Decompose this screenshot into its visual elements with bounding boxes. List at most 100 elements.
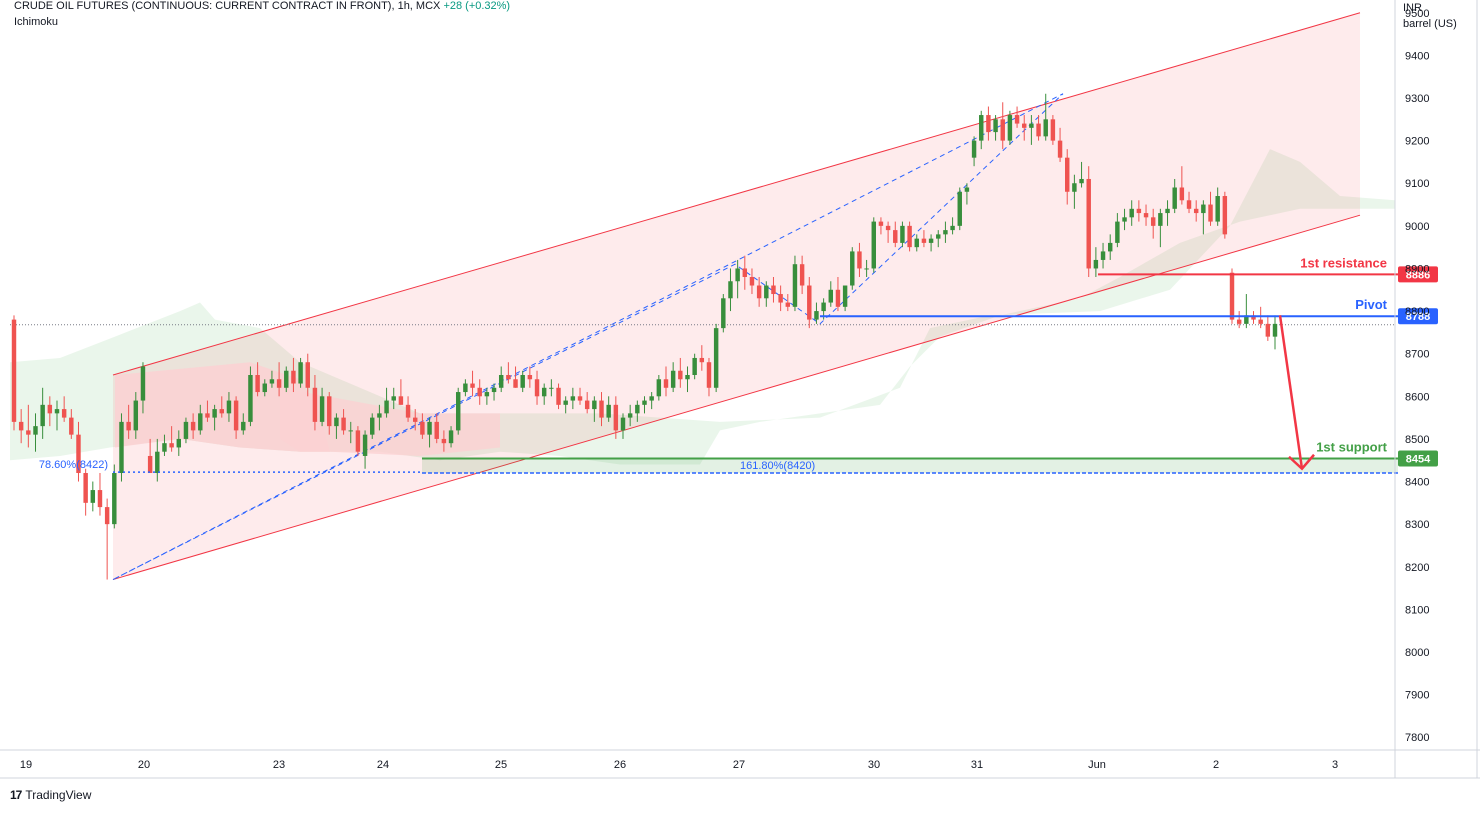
candle — [699, 345, 705, 371]
axis-currency: INR — [1403, 2, 1422, 14]
candle-body — [54, 409, 60, 414]
candle — [477, 379, 482, 405]
candle-body — [498, 375, 504, 388]
candle-body — [986, 115, 991, 133]
candle-body — [1208, 204, 1213, 222]
indicator-label[interactable]: Ichimoku — [14, 16, 59, 28]
candle — [914, 234, 919, 252]
candle — [1186, 191, 1192, 214]
candle — [957, 187, 962, 231]
candle — [584, 392, 590, 414]
y-tick-label: 8100 — [1405, 604, 1429, 616]
y-tick-label: 9000 — [1405, 221, 1429, 233]
candle-body — [971, 140, 977, 158]
fib-trend-line — [112, 93, 1064, 580]
candle-body — [162, 443, 167, 452]
candle-body — [678, 370, 683, 380]
candle-body — [420, 421, 425, 435]
fib-label: 78.60%(8422) — [39, 459, 108, 471]
candle — [520, 370, 525, 393]
candle-body — [491, 387, 497, 393]
x-tick-label: 26 — [614, 759, 626, 771]
candle-body — [1265, 323, 1271, 337]
candle-body — [176, 438, 182, 448]
candle-body — [764, 285, 769, 299]
candle — [54, 400, 60, 431]
candle — [721, 294, 726, 333]
candle-body — [183, 421, 189, 439]
candle — [176, 430, 182, 456]
candle — [1251, 311, 1256, 324]
candle-body — [126, 421, 131, 431]
candle-body — [964, 187, 970, 192]
candle — [850, 247, 855, 290]
candle — [434, 413, 439, 444]
candle — [713, 323, 719, 393]
candle-body — [198, 413, 203, 431]
candle-body — [642, 400, 647, 405]
candle — [1093, 247, 1099, 277]
candle-body — [405, 404, 411, 418]
candle — [377, 404, 382, 431]
candle-body — [599, 400, 604, 418]
candle — [226, 392, 232, 422]
candle-body — [11, 319, 17, 422]
candle-body — [513, 379, 518, 388]
candle — [155, 438, 160, 482]
candle-body — [842, 285, 848, 307]
y-tick-label: 8700 — [1405, 349, 1429, 361]
candle — [663, 366, 669, 397]
candle — [1000, 102, 1005, 150]
candle — [921, 230, 927, 248]
candle — [18, 409, 24, 444]
candle-body — [441, 438, 447, 444]
tradingview-logo[interactable]: 17 TradingView — [10, 788, 91, 802]
candle-body — [1251, 315, 1256, 320]
candle — [463, 379, 468, 397]
candle-body — [1115, 221, 1120, 243]
candle-body — [799, 264, 805, 286]
support-badge — [1398, 450, 1438, 467]
x-tick-label: 30 — [868, 759, 880, 771]
candle-body — [914, 238, 919, 248]
candle — [993, 115, 998, 141]
candle — [1115, 213, 1120, 248]
candle — [1158, 208, 1163, 248]
candle-body — [1201, 204, 1206, 214]
candle-body — [627, 413, 633, 418]
candle — [455, 387, 461, 435]
candle-body — [477, 387, 482, 397]
candle — [541, 383, 547, 405]
candle-body — [1129, 208, 1134, 218]
candle-body — [484, 392, 490, 397]
candle — [312, 375, 318, 431]
candle — [1215, 187, 1220, 226]
candle-body — [1086, 178, 1091, 269]
candle — [491, 383, 497, 401]
candle — [799, 255, 805, 295]
candle — [269, 370, 275, 388]
candle — [47, 396, 53, 427]
price-levels: 1st resistance 8886 Pivot 8788 1st support 84… — [39, 255, 1438, 474]
candle — [140, 362, 146, 414]
candle — [276, 362, 282, 397]
candle-body — [147, 455, 153, 474]
candle — [506, 362, 511, 384]
candle — [262, 379, 267, 397]
candle — [33, 413, 38, 452]
y-tick-label: 9100 — [1405, 178, 1429, 190]
candle-body — [520, 375, 525, 388]
candle — [384, 387, 389, 418]
candle — [964, 183, 970, 205]
x-tick-label: 23 — [273, 759, 285, 771]
y-tick-label: 8500 — [1405, 434, 1429, 446]
candle — [534, 370, 540, 405]
candle — [1222, 191, 1228, 239]
candle-body — [119, 421, 124, 474]
candle — [1086, 166, 1091, 277]
candle-body — [269, 379, 275, 384]
candle-body — [1014, 115, 1020, 124]
channel-fill — [113, 12, 1360, 580]
ichimoku-cloud-bearish — [115, 362, 330, 452]
